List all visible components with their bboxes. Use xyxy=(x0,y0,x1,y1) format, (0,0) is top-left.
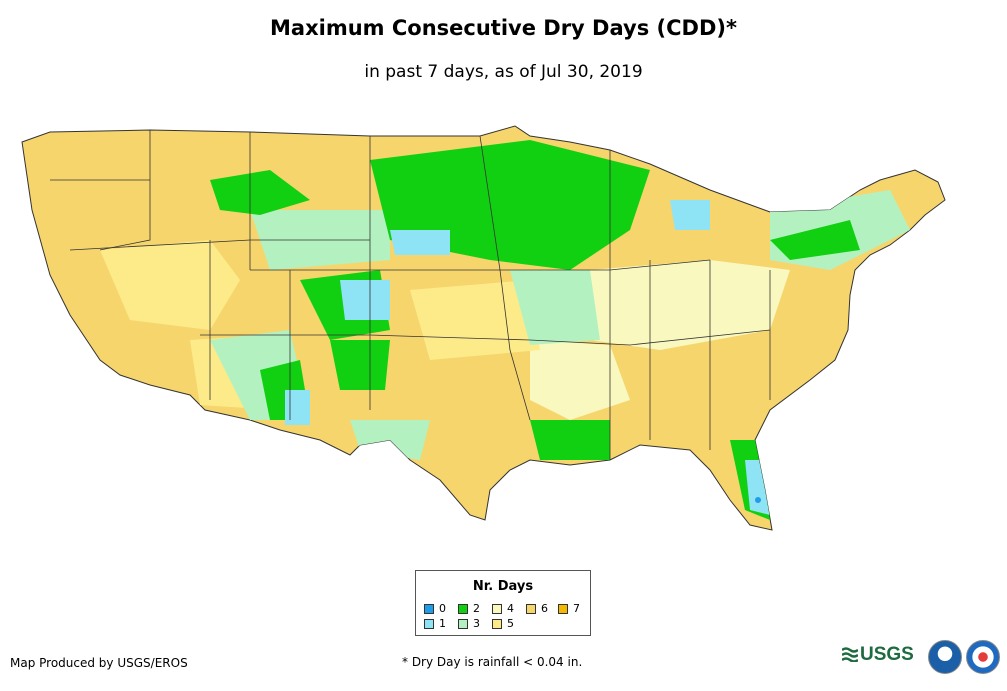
zone-4-south xyxy=(530,340,630,420)
legend-label-5: 5 xyxy=(507,617,514,630)
legend-label-4: 4 xyxy=(507,602,514,615)
zone-2-montana xyxy=(210,170,310,215)
legend-item-5: 5 xyxy=(492,618,514,630)
zone-2-louisiana xyxy=(530,420,610,460)
legend-swatch-0 xyxy=(424,604,434,614)
zone-3-plains xyxy=(510,270,600,345)
noaa-logo-icon xyxy=(928,640,962,674)
legend-label-7: 7 xyxy=(573,602,580,615)
zone-0-florida-spot xyxy=(755,497,761,503)
legend-item-0: 0 xyxy=(424,603,446,615)
legend-swatch-3 xyxy=(458,619,468,629)
map-subtitle: in past 7 days, as of Jul 30, 2019 xyxy=(364,62,643,82)
zone-4-midwest xyxy=(590,260,790,350)
legend-item-2: 2 xyxy=(458,603,480,615)
zone-1-michigan xyxy=(670,200,710,230)
legend-swatch-4 xyxy=(492,604,502,614)
dry-day-footnote: * Dry Day is rainfall < 0.04 in. xyxy=(402,655,583,669)
legend-title: Nr. Days xyxy=(472,579,534,594)
zone-3-texas xyxy=(350,420,430,460)
agency-logos: USGS xyxy=(842,640,1002,676)
usgs-logo-text: USGS xyxy=(860,644,914,665)
zone-1-colorado xyxy=(340,280,390,320)
legend-swatch-6 xyxy=(526,604,536,614)
legend-swatch-2 xyxy=(458,604,468,614)
zone-1-new-mexico xyxy=(285,390,310,425)
legend-item-7: 7 xyxy=(558,603,580,615)
zone-2-pennsylvania xyxy=(770,220,860,260)
zone-4-great-basin xyxy=(100,240,240,330)
cdd-map xyxy=(21,125,946,531)
legend-item-4: 4 xyxy=(492,603,514,615)
map-credit: Map Produced by USGS/EROS xyxy=(10,656,188,670)
map-title: Maximum Consecutive Dry Days (CDD)* xyxy=(270,16,737,40)
usgs-logo: USGS xyxy=(842,644,914,666)
legend-label-0: 0 xyxy=(439,602,446,615)
legend-label-1: 1 xyxy=(439,617,446,630)
legend-label-3: 3 xyxy=(473,617,480,630)
zone-5-central xyxy=(410,280,540,360)
nws-logo-icon xyxy=(966,640,1000,674)
zone-1-nebraska xyxy=(390,230,450,255)
zone-2-new-mexico xyxy=(330,340,390,390)
legend-item-6: 6 xyxy=(526,603,548,615)
legend-swatch-7 xyxy=(558,604,568,614)
legend-swatch-5 xyxy=(492,619,502,629)
legend-item-3: 3 xyxy=(458,618,480,630)
legend: Nr. Days 0 1 2 3 4 5 6 7 xyxy=(415,570,591,636)
legend-label-2: 2 xyxy=(473,602,480,615)
legend-swatch-1 xyxy=(424,619,434,629)
legend-label-6: 6 xyxy=(541,602,548,615)
usgs-wave-icon xyxy=(842,647,858,662)
legend-item-1: 1 xyxy=(424,618,446,630)
state-borders xyxy=(50,130,771,460)
